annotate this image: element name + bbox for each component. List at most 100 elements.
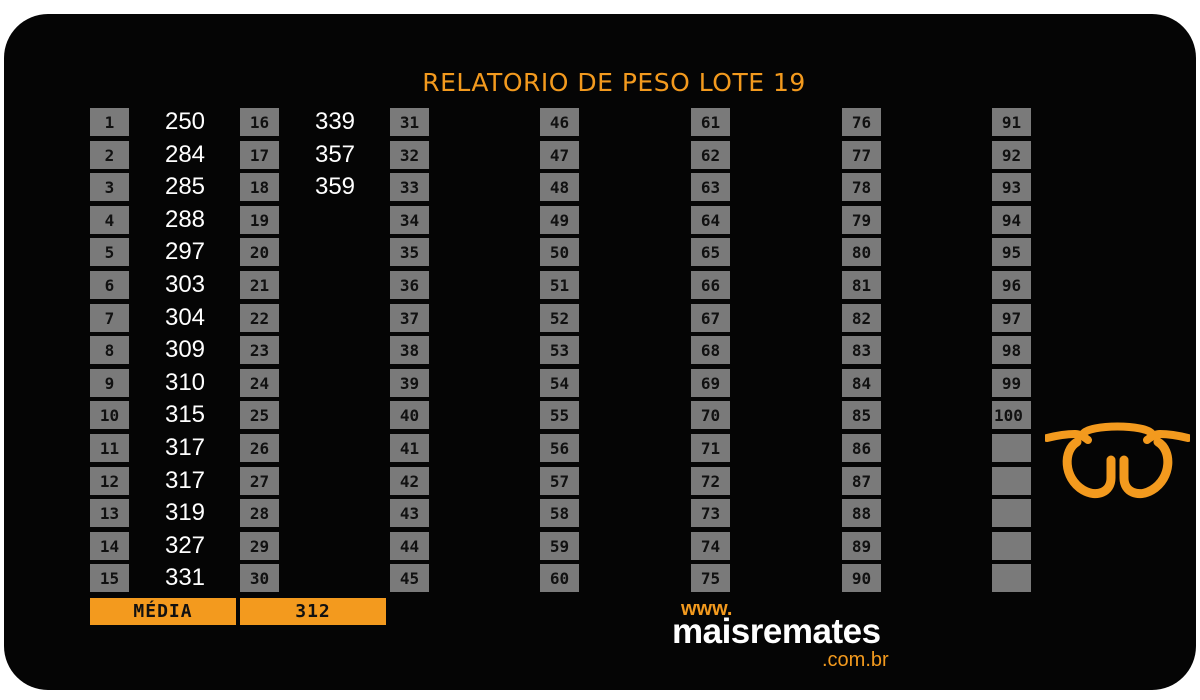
animal-number: 41 <box>390 434 429 462</box>
animal-number: 24 <box>240 369 279 397</box>
animal-number: 46 <box>540 108 579 136</box>
animal-number: 87 <box>842 467 881 495</box>
animal-number: 79 <box>842 206 881 234</box>
animal-number: 36 <box>390 271 429 299</box>
animal-number: 2 <box>90 141 129 169</box>
weight-value: 304 <box>164 304 206 331</box>
animal-number: 83 <box>842 336 881 364</box>
weight-value: 317 <box>164 467 206 494</box>
animal-number: 92 <box>992 141 1031 169</box>
animal-number: 84 <box>842 369 881 397</box>
bull-head-icon <box>1045 422 1190 498</box>
animal-number: 42 <box>390 467 429 495</box>
media-label: MÉDIA <box>90 598 236 625</box>
weight-value: 303 <box>164 271 206 298</box>
animal-number: 65 <box>691 238 730 266</box>
animal-number: 71 <box>691 434 730 462</box>
animal-number: 47 <box>540 141 579 169</box>
animal-number: 51 <box>540 271 579 299</box>
animal-number: 13 <box>90 499 129 527</box>
report-title: RELATORIO DE PESO LOTE 19 <box>422 68 806 97</box>
animal-number: 34 <box>390 206 429 234</box>
weight-value: 315 <box>164 401 206 428</box>
animal-number: 50 <box>540 238 579 266</box>
animal-number: 14 <box>90 532 129 560</box>
animal-number: 28 <box>240 499 279 527</box>
animal-number: 85 <box>842 401 881 429</box>
animal-number: 88 <box>842 499 881 527</box>
empty-slot <box>992 467 1031 495</box>
animal-number: 66 <box>691 271 730 299</box>
animal-number: 21 <box>240 271 279 299</box>
animal-number: 48 <box>540 173 579 201</box>
animal-number: 37 <box>390 304 429 332</box>
animal-number: 3 <box>90 173 129 201</box>
animal-number: 90 <box>842 564 881 592</box>
animal-number: 55 <box>540 401 579 429</box>
animal-number: 69 <box>691 369 730 397</box>
animal-number: 31 <box>390 108 429 136</box>
animal-number: 26 <box>240 434 279 462</box>
brand-name: maisremates <box>672 612 881 651</box>
animal-number: 86 <box>842 434 881 462</box>
animal-number: 96 <box>992 271 1031 299</box>
animal-number: 27 <box>240 467 279 495</box>
animal-number: 75 <box>691 564 730 592</box>
animal-number: 22 <box>240 304 279 332</box>
animal-number: 33 <box>390 173 429 201</box>
empty-slot <box>992 564 1031 592</box>
brand-tld: .com.br <box>822 649 889 671</box>
animal-number: 5 <box>90 238 129 266</box>
animal-number: 25 <box>240 401 279 429</box>
weight-value: 327 <box>164 532 206 559</box>
animal-number: 29 <box>240 532 279 560</box>
animal-number: 7 <box>90 304 129 332</box>
animal-number: 54 <box>540 369 579 397</box>
animal-number: 76 <box>842 108 881 136</box>
animal-number: 95 <box>992 238 1031 266</box>
animal-number: 63 <box>691 173 730 201</box>
animal-number: 39 <box>390 369 429 397</box>
animal-number: 19 <box>240 206 279 234</box>
weight-value: 288 <box>164 206 206 233</box>
animal-number: 17 <box>240 141 279 169</box>
animal-number: 18 <box>240 173 279 201</box>
animal-number: 81 <box>842 271 881 299</box>
animal-number: 60 <box>540 564 579 592</box>
animal-number: 61 <box>691 108 730 136</box>
animal-number: 4 <box>90 206 129 234</box>
animal-number: 45 <box>390 564 429 592</box>
weight-value: 310 <box>164 369 206 396</box>
animal-number: 40 <box>390 401 429 429</box>
empty-slot <box>992 434 1031 462</box>
animal-number: 15 <box>90 564 129 592</box>
animal-number: 97 <box>992 304 1031 332</box>
animal-number: 16 <box>240 108 279 136</box>
animal-number: 98 <box>992 336 1031 364</box>
weight-value: 284 <box>164 141 206 168</box>
animal-number: 6 <box>90 271 129 299</box>
animal-number: 82 <box>842 304 881 332</box>
animal-number: 78 <box>842 173 881 201</box>
animal-number: 9 <box>90 369 129 397</box>
animal-number: 59 <box>540 532 579 560</box>
weight-value: 285 <box>164 173 206 200</box>
animal-number: 57 <box>540 467 579 495</box>
weight-value: 359 <box>314 173 356 200</box>
weight-value: 339 <box>314 108 356 135</box>
animal-number: 67 <box>691 304 730 332</box>
animal-number: 70 <box>691 401 730 429</box>
animal-number: 58 <box>540 499 579 527</box>
animal-number: 93 <box>992 173 1031 201</box>
animal-number: 11 <box>90 434 129 462</box>
animal-number: 8 <box>90 336 129 364</box>
animal-number: 80 <box>842 238 881 266</box>
animal-number: 73 <box>691 499 730 527</box>
weight-value: 319 <box>164 499 206 526</box>
animal-number: 77 <box>842 141 881 169</box>
animal-number: 10 <box>90 401 129 429</box>
animal-number: 32 <box>390 141 429 169</box>
animal-number: 56 <box>540 434 579 462</box>
animal-number: 68 <box>691 336 730 364</box>
animal-number: 89 <box>842 532 881 560</box>
